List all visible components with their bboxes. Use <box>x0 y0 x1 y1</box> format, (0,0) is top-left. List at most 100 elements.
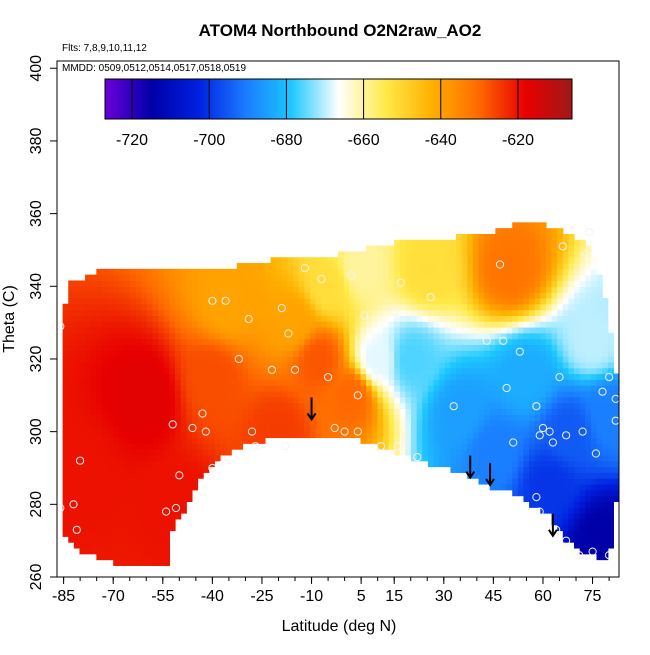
field-cell <box>377 350 384 357</box>
field-cell <box>590 367 598 375</box>
field-cell <box>517 228 525 235</box>
field-cell <box>186 379 193 386</box>
field-cell <box>495 402 502 409</box>
field-cell <box>388 303 395 311</box>
field-cell <box>439 303 446 311</box>
field-cell <box>197 309 204 316</box>
field-cell <box>512 449 519 456</box>
field-cell <box>551 251 558 258</box>
field-cell <box>259 437 266 444</box>
field-cell <box>456 233 463 241</box>
field-cell <box>478 251 485 258</box>
field-cell <box>343 303 350 311</box>
field-cell <box>354 356 362 363</box>
field-cell <box>163 303 170 311</box>
field-cell <box>321 338 328 346</box>
field-cell <box>152 431 159 439</box>
field-cell <box>214 390 221 398</box>
field-cell <box>152 326 159 334</box>
field-cell <box>377 431 384 439</box>
field-cell <box>191 274 199 282</box>
field-cell <box>529 437 536 444</box>
field-cell <box>354 274 362 282</box>
field-cell <box>495 263 502 270</box>
field-cell <box>607 414 614 421</box>
field-cell <box>416 297 423 305</box>
field-cell <box>135 437 142 444</box>
field-cell <box>371 367 378 375</box>
field-cell <box>158 344 165 351</box>
field-cell <box>467 245 474 253</box>
sample-point <box>162 507 171 516</box>
field-cell <box>484 420 491 427</box>
field-cell <box>304 390 311 398</box>
field-cell <box>309 309 317 316</box>
field-cell <box>411 414 418 421</box>
field-cell <box>90 303 97 311</box>
field-cell <box>433 390 440 398</box>
field-cell <box>613 396 619 404</box>
field-cell <box>141 414 148 421</box>
field-cell <box>529 460 536 468</box>
field-cell <box>96 332 103 340</box>
field-cell <box>113 507 120 514</box>
field-cell <box>175 483 182 491</box>
field-cell <box>484 437 491 444</box>
field-cell <box>557 303 564 311</box>
field-cell <box>551 518 558 526</box>
field-cell <box>517 367 525 375</box>
field-cell <box>366 274 373 282</box>
field-cell <box>433 332 440 340</box>
field-cell <box>512 472 519 479</box>
field-cell <box>422 431 429 439</box>
field-cell <box>506 449 513 456</box>
field-cell <box>411 449 418 456</box>
field-cell <box>512 309 519 316</box>
field-cell <box>607 408 614 415</box>
field-cell <box>135 524 142 532</box>
field-cell <box>461 414 468 421</box>
field-cell <box>484 356 491 363</box>
field-cell <box>500 233 508 241</box>
field-cell <box>113 547 120 555</box>
field-cell <box>382 396 390 404</box>
field-cell <box>411 263 418 270</box>
field-cell <box>107 286 114 293</box>
field-cell <box>309 332 317 340</box>
field-cell <box>354 385 362 392</box>
field-cell <box>276 297 283 305</box>
field-cell <box>607 478 614 485</box>
field-cell <box>495 379 502 386</box>
field-cell <box>315 385 322 392</box>
field-cell <box>467 385 474 392</box>
field-cell <box>399 280 407 287</box>
field-cell <box>242 402 249 409</box>
field-cell <box>96 495 103 503</box>
field-cell <box>399 321 407 328</box>
field-cell <box>130 530 137 537</box>
field-cell <box>574 321 581 328</box>
field-cell <box>484 233 491 241</box>
field-cell <box>574 263 581 270</box>
field-cell <box>214 402 221 409</box>
field-cell <box>141 501 148 508</box>
field-cell <box>101 315 109 322</box>
field-cell <box>264 350 272 357</box>
field-cell <box>68 408 75 415</box>
field-cell <box>422 344 429 351</box>
field-cell <box>163 268 170 276</box>
field-cell <box>399 332 407 340</box>
field-cell <box>456 332 463 340</box>
field-cell <box>242 437 249 444</box>
field-cell <box>590 431 598 439</box>
field-cell <box>529 466 536 473</box>
field-cell <box>366 338 373 346</box>
field-cell <box>338 379 345 386</box>
field-cell <box>85 280 92 287</box>
field-cell <box>534 280 541 287</box>
field-cell <box>253 286 260 293</box>
sample-point <box>558 242 567 251</box>
field-cell <box>534 495 541 503</box>
field-cell <box>242 379 249 386</box>
field-cell <box>517 350 525 357</box>
